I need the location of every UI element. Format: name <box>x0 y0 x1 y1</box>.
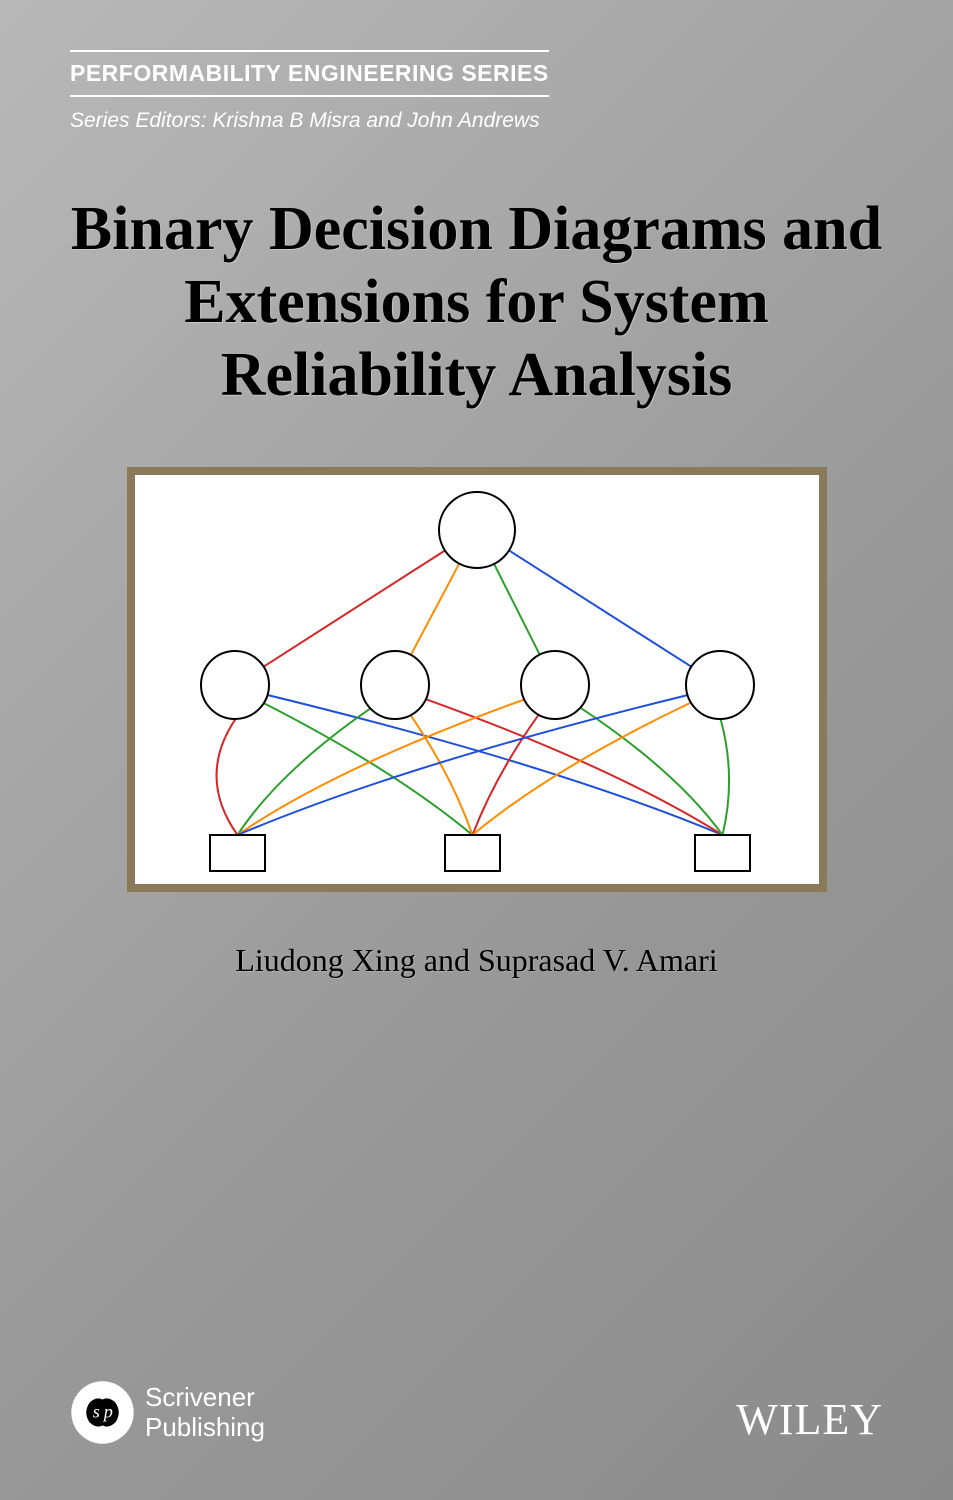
scrivener-name: Scrivener <box>145 1383 265 1413</box>
series-editors: Series Editors: Krishna B Misra and John… <box>70 109 883 133</box>
scrivener-icon: s p <box>70 1380 135 1445</box>
header-section: PERFORMABILITY ENGINEERING SERIES Series… <box>0 0 953 133</box>
title-section: Binary Decision Diagrams and Extensions … <box>0 193 953 412</box>
scrivener-text: Scrivener Publishing <box>145 1383 265 1443</box>
wiley-logo: WILEY <box>736 1394 883 1445</box>
authors: Liudong Xing and Suprasad V. Amari <box>0 942 953 979</box>
scrivener-logo: s p Scrivener Publishing <box>70 1380 265 1445</box>
scrivener-publishing: Publishing <box>145 1413 265 1443</box>
bdd-diagram <box>135 475 819 884</box>
series-title: PERFORMABILITY ENGINEERING SERIES <box>70 60 549 87</box>
svg-text:s: s <box>93 1402 100 1422</box>
footer: s p Scrivener Publishing WILEY <box>0 1380 953 1445</box>
book-title: Binary Decision Diagrams and Extensions … <box>50 193 903 412</box>
series-box: PERFORMABILITY ENGINEERING SERIES <box>70 50 549 97</box>
svg-text:p: p <box>102 1402 113 1422</box>
diagram-container <box>127 467 827 892</box>
